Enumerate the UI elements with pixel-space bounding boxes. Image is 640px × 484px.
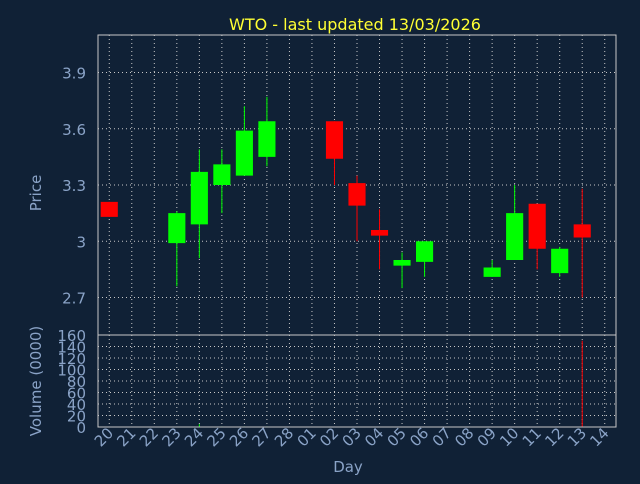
volume-tick-label: 120 <box>57 350 86 368</box>
price-axis-label: Price <box>27 175 45 212</box>
candle-body <box>325 121 344 159</box>
x-tick-labels: 2021222324252627280102030405060708091011… <box>91 424 613 450</box>
volume-tick-label: 40 <box>67 396 86 414</box>
candle-body <box>370 230 389 236</box>
plot-frames <box>97 34 617 428</box>
volume-bar <box>581 340 583 427</box>
volume-tick-label: 60 <box>67 385 86 403</box>
volume-bar <box>198 424 200 427</box>
price-tick-label: 3 <box>76 233 86 251</box>
candle-body <box>483 267 501 277</box>
candle-body <box>100 201 118 217</box>
candle-body <box>235 130 253 176</box>
price-tick-labels: 2.7 3 3.3 3.6 3.9 <box>62 65 86 308</box>
x-tick-label: 14 <box>586 424 612 450</box>
volume-tick-label: 20 <box>67 408 86 426</box>
candle-body <box>528 203 546 249</box>
volume-panel-frame <box>97 334 617 428</box>
volume-tick-label: 160 <box>57 327 86 345</box>
candle-body <box>348 183 366 206</box>
volume-tick-label: 80 <box>67 373 86 391</box>
chart-title: WTO - last updated 13/03/2026 <box>229 15 481 34</box>
volume-tick-label: 0 <box>76 419 86 437</box>
candle-body <box>506 213 524 260</box>
volume-tick-label: 100 <box>57 362 86 380</box>
candle-body <box>168 213 186 244</box>
price-tick-label: 3.6 <box>62 121 86 139</box>
volume-axis-label: Volume (0000) <box>27 326 45 436</box>
candle-body <box>573 224 591 238</box>
candle-body <box>393 260 411 266</box>
volume-bars <box>198 340 583 427</box>
candle-body <box>551 248 569 274</box>
candle-body <box>416 241 434 262</box>
price-tick-label: 3.9 <box>62 65 86 83</box>
volume-grid <box>98 334 616 428</box>
candle-body <box>258 121 276 157</box>
price-tick-label: 3.3 <box>62 177 86 195</box>
candles <box>100 96 591 298</box>
price-tick-label: 2.7 <box>62 290 86 308</box>
candle-body <box>190 171 208 225</box>
x-axis-label: Day <box>333 458 363 476</box>
volume-tick-label: 140 <box>57 339 86 357</box>
candle-body <box>213 164 231 185</box>
